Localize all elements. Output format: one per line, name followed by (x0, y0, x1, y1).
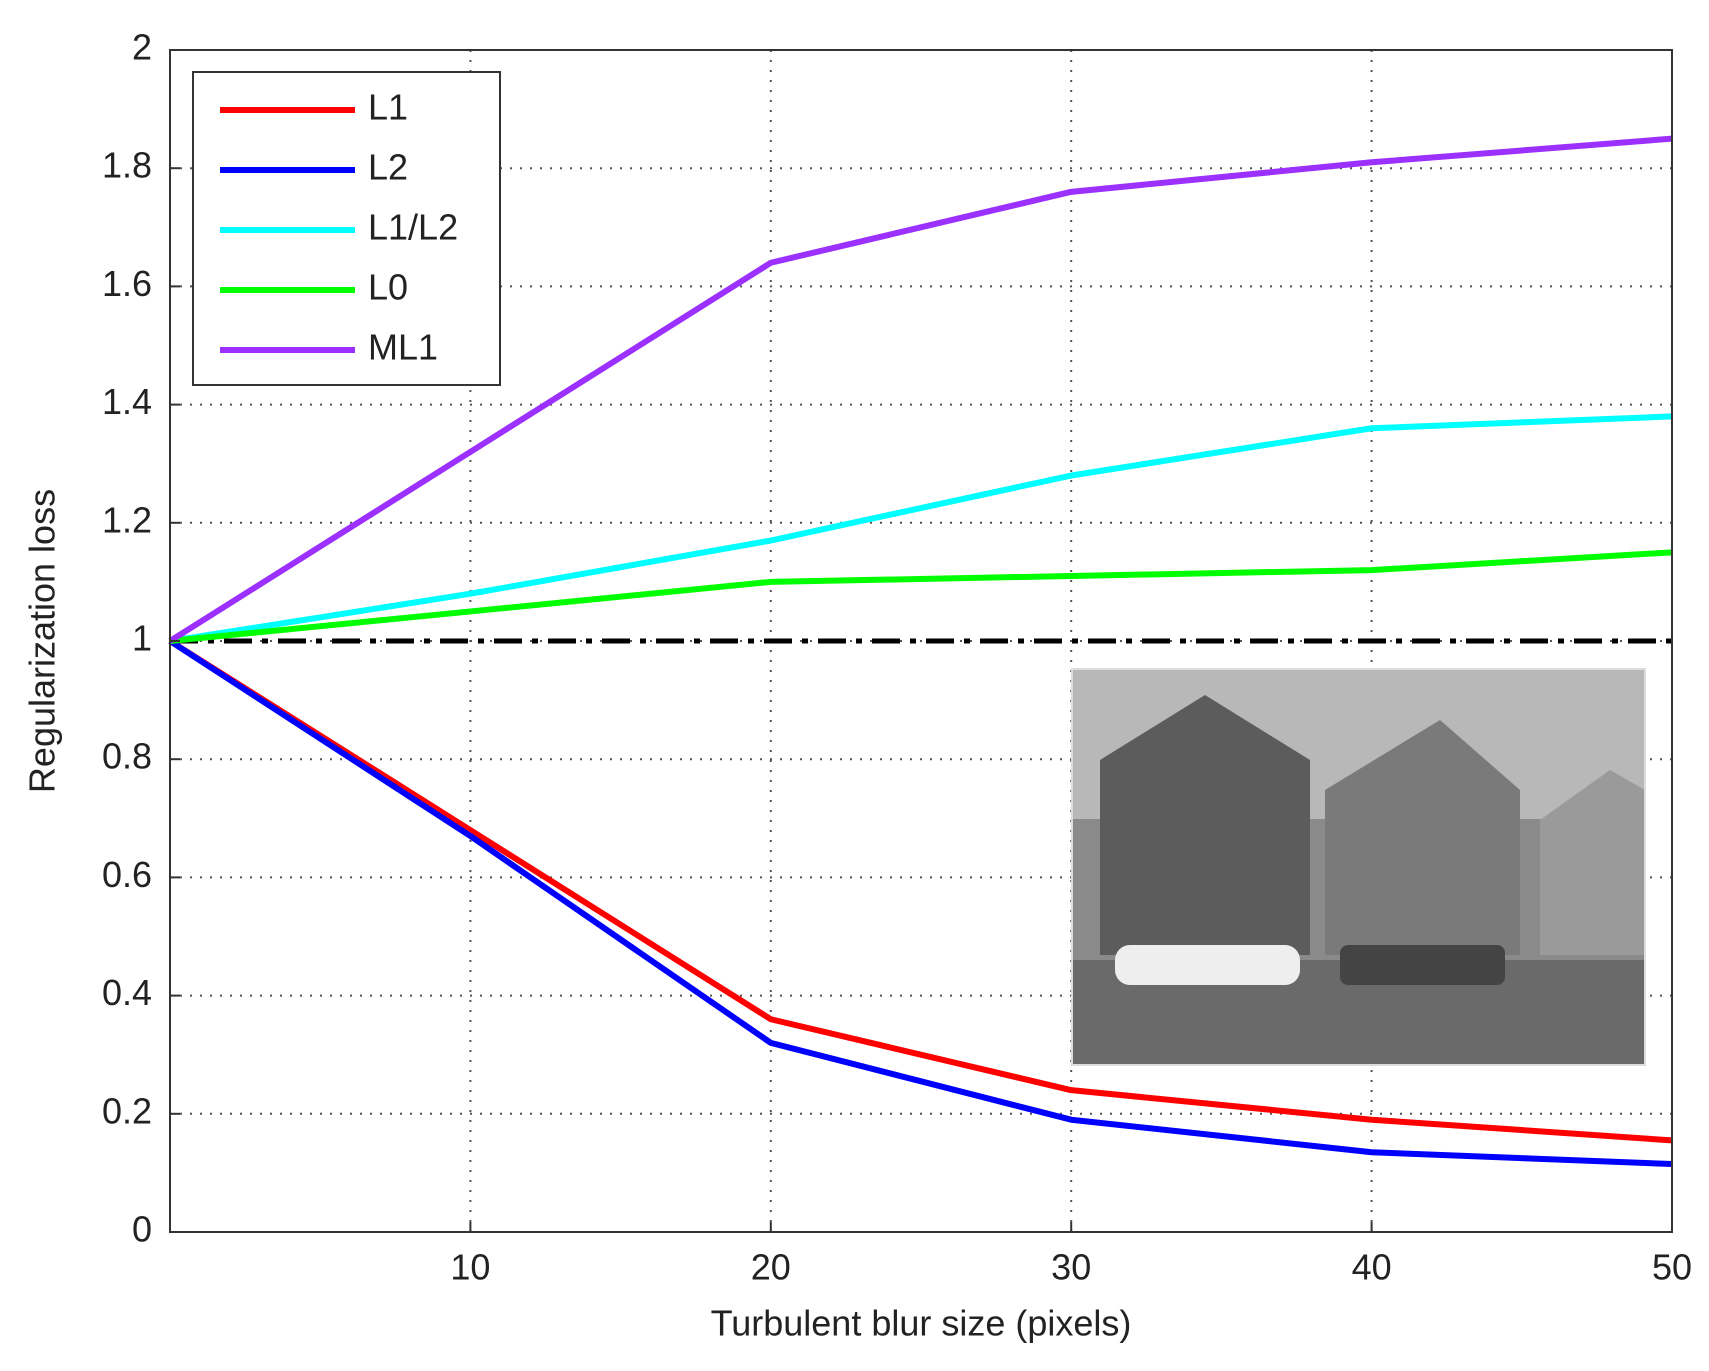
legend-label: L1 (368, 87, 408, 128)
x-tick-label: 20 (751, 1247, 791, 1288)
inset-photo (1071, 668, 1646, 1066)
series-line (169, 413, 1673, 644)
y-tick-label: 1.8 (102, 145, 152, 186)
series-line (168, 638, 1673, 1144)
x-tick-label: 10 (450, 1247, 490, 1288)
y-tick-label: 1 (132, 618, 152, 659)
x-axis-label: Turbulent blur size (pixels) (711, 1303, 1132, 1344)
y-tick-label: 0.8 (102, 736, 152, 777)
y-tick-label: 2 (132, 27, 152, 68)
y-tick-label: 0.2 (102, 1090, 152, 1131)
y-tick-label: 1.2 (102, 499, 152, 540)
y-tick-label: 0.6 (102, 854, 152, 895)
x-tick-label: 30 (1051, 1247, 1091, 1288)
legend: L1 L2 L1/L2 L0 ML1 (192, 71, 501, 386)
y-axis-label: Regularization loss (22, 489, 63, 793)
y-tick-label: 0 (132, 1209, 152, 1250)
y-tick-label: 1.6 (102, 263, 152, 304)
x-tick-label: 50 (1652, 1247, 1692, 1288)
x-tick-label: 40 (1352, 1247, 1392, 1288)
series-line (169, 549, 1673, 644)
legend-label: L0 (368, 267, 408, 308)
y-tick-label: 0.4 (102, 972, 152, 1013)
legend-label: L1/L2 (368, 207, 458, 248)
series-line (168, 135, 1673, 644)
legend-label: ML1 (368, 327, 438, 368)
series-line (168, 638, 1673, 1168)
legend-label: L2 (368, 147, 408, 188)
y-tick-label: 1.4 (102, 381, 152, 422)
